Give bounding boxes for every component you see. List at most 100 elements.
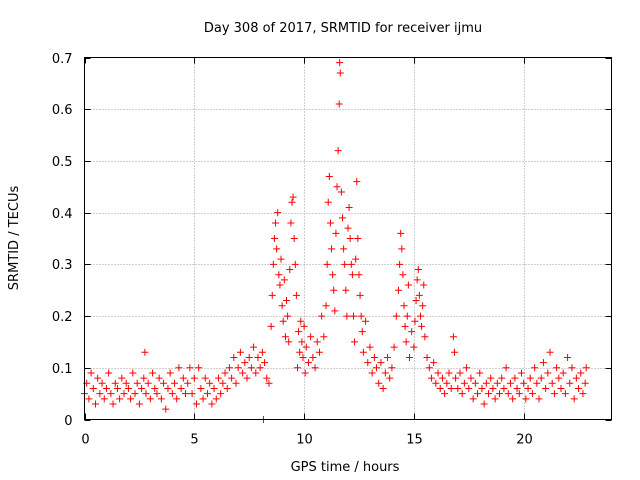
data-point	[295, 328, 303, 336]
data-point	[399, 271, 407, 279]
data-point	[281, 333, 289, 341]
data-point	[85, 395, 93, 403]
axis-ticks: 0 5 10 15 20 0 0.1 0.2 0.3 0.4 0.5 0.6 0.7	[52, 52, 612, 448]
data-point	[208, 400, 216, 408]
data-point	[265, 379, 273, 387]
data-point	[528, 390, 536, 398]
data-point	[460, 379, 468, 387]
y-tick-label: 0.3	[52, 258, 73, 273]
data-point	[362, 317, 370, 325]
data-point	[309, 353, 317, 361]
y-tick-label: 0.5	[52, 155, 73, 170]
data-point	[402, 338, 410, 346]
data-point	[364, 359, 372, 367]
data-point	[87, 369, 95, 377]
data-point	[572, 374, 580, 382]
data-point	[322, 302, 330, 310]
data-point	[195, 364, 203, 372]
data-point	[357, 312, 365, 320]
data-point	[489, 384, 497, 392]
y-tick-label: 0.4	[52, 207, 73, 222]
data-point	[342, 286, 350, 294]
data-point	[184, 379, 192, 387]
data-point	[539, 359, 547, 367]
data-point	[96, 390, 104, 398]
data-point	[315, 348, 323, 356]
data-point	[144, 379, 152, 387]
data-point	[524, 384, 532, 392]
data-point	[548, 379, 556, 387]
data-point	[105, 369, 113, 377]
data-point	[419, 302, 427, 310]
data-point	[425, 364, 433, 372]
data-point	[579, 390, 587, 398]
data-point	[286, 266, 294, 274]
data-point	[296, 348, 304, 356]
data-point	[577, 369, 585, 377]
data-point	[415, 291, 423, 299]
data-point	[575, 384, 583, 392]
data-point	[533, 379, 541, 387]
data-point	[441, 390, 449, 398]
data-point	[334, 147, 342, 155]
data-point	[324, 198, 332, 206]
data-point	[293, 364, 301, 372]
y-tick-label: 0.2	[52, 310, 73, 325]
data-point	[471, 379, 479, 387]
plot-frame	[84, 57, 612, 420]
data-point	[452, 374, 460, 382]
data-point	[201, 374, 209, 382]
data-point	[261, 359, 269, 367]
data-point	[298, 338, 306, 346]
x-tick-label: 15	[406, 433, 423, 448]
data-point	[398, 245, 406, 253]
data-point	[301, 369, 309, 377]
data-point	[330, 286, 338, 294]
data-point	[333, 183, 341, 191]
data-point	[482, 379, 490, 387]
y-tick-label: 0.7	[52, 52, 73, 67]
data-point	[320, 333, 328, 341]
data-point	[366, 343, 374, 351]
data-point	[339, 214, 347, 222]
data-point	[354, 235, 362, 242]
data-point	[131, 390, 139, 398]
data-point	[469, 395, 477, 403]
data-point	[98, 379, 106, 387]
data-point	[129, 369, 137, 377]
data-point	[564, 353, 572, 361]
data-point	[133, 379, 141, 387]
data-point	[491, 395, 499, 403]
data-point	[291, 260, 299, 268]
data-point	[568, 364, 576, 372]
data-point	[292, 291, 300, 299]
data-point	[203, 390, 211, 398]
data-point	[582, 364, 590, 372]
data-point	[509, 395, 517, 403]
data-point	[283, 297, 291, 305]
y-tick-label: 0	[64, 414, 72, 429]
data-point	[219, 379, 227, 387]
data-point	[570, 395, 578, 403]
data-point	[113, 384, 121, 392]
data-point	[546, 348, 554, 356]
data-point	[102, 384, 110, 392]
data-point	[502, 364, 510, 372]
data-point	[498, 374, 506, 382]
data-point	[414, 266, 422, 274]
data-point	[450, 348, 458, 356]
data-point	[553, 364, 561, 372]
data-point	[323, 260, 331, 268]
data-point	[355, 271, 363, 279]
data-point	[420, 281, 428, 289]
data-point	[434, 369, 442, 377]
data-point	[155, 374, 163, 382]
data-point	[326, 219, 334, 227]
data-point	[232, 379, 240, 387]
data-point	[171, 379, 179, 387]
data-point	[252, 369, 260, 377]
data-point	[164, 384, 172, 392]
data-point	[166, 369, 174, 377]
data-point	[347, 260, 355, 268]
data-point	[241, 359, 249, 367]
